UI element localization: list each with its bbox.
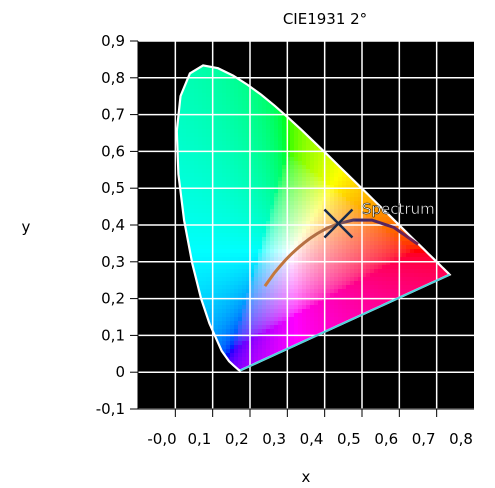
y-axis-label: y <box>22 218 31 236</box>
spectral-locus-line <box>175 64 452 372</box>
x-axis-label: x <box>302 468 311 486</box>
y-tick-label: -0,1 <box>96 400 125 418</box>
x-tick-label: -0,0 <box>147 430 176 448</box>
spectrum-annotation: Spectrum <box>362 200 435 218</box>
y-tick-label: 0,6 <box>101 142 125 160</box>
y-tick-label: 0,1 <box>101 326 125 344</box>
y-tick-label: 0,4 <box>101 216 125 234</box>
x-tick-label: 0,4 <box>300 430 324 448</box>
chart-title: CIE1931 2° <box>283 10 367 28</box>
y-axis-ticks: -0,1 0 0,1 0,2 0,3 0,4 0,5 0,6 0,7 0,8 0,9 <box>96 32 138 418</box>
y-tick-label: 0,7 <box>101 106 125 124</box>
x-tick-label: 0,6 <box>374 430 398 448</box>
white-point-marker <box>323 208 354 239</box>
y-tick-label: 0,8 <box>101 69 125 87</box>
planckian-locus-line <box>263 218 419 287</box>
grid-lines <box>138 41 474 409</box>
y-tick-label: 0,9 <box>101 32 125 50</box>
y-tick-label: 0,5 <box>101 179 125 197</box>
y-tick-label: 0 <box>115 363 125 381</box>
y-tick-label: 0,3 <box>101 253 125 271</box>
x-tick-label: 0,1 <box>187 430 211 448</box>
x-tick-label: 0,8 <box>449 430 473 448</box>
x-tick-label: 0,5 <box>337 430 361 448</box>
marker-stroke <box>323 208 354 239</box>
y-tick-label: 0,2 <box>101 290 125 308</box>
locus-line-of-purples <box>239 273 451 372</box>
plot-area: Spectrum <box>138 41 474 409</box>
x-tick-label: 0,2 <box>225 430 249 448</box>
x-axis-ticks: -0,0 0,1 0,2 0,3 0,4 0,5 0,6 0,7 0,8 <box>147 409 473 448</box>
x-tick-label: 0,7 <box>412 430 436 448</box>
x-tick-label: 0,3 <box>262 430 286 448</box>
